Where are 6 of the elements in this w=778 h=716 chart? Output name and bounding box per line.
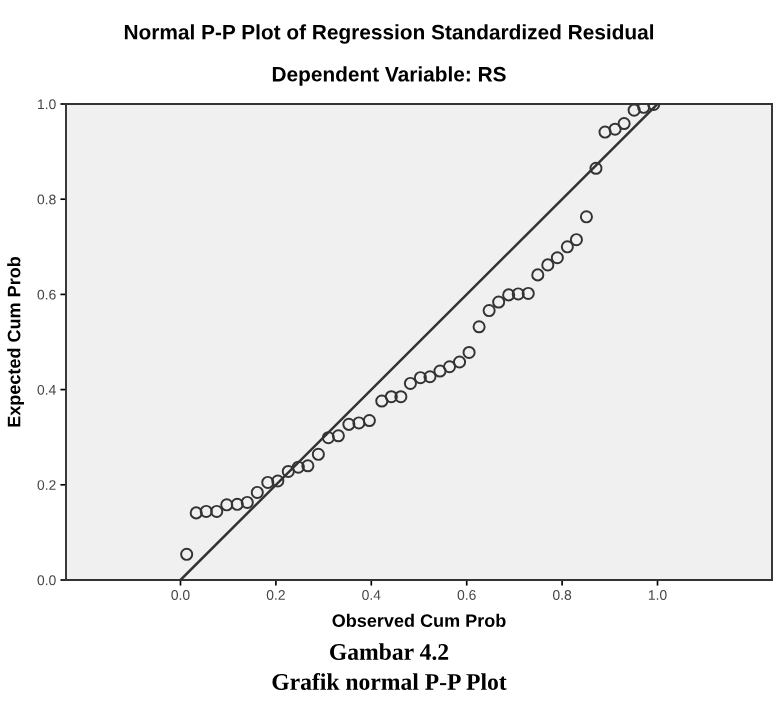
chart-title: Normal P-P Plot of Regression Standardized Residual (124, 24, 654, 44)
text: Grafik normal P-P Plot (272, 673, 507, 690)
text: Gambar 4.2 (330, 643, 449, 661)
y-axis-title: Expected Cum Prob (7, 256, 24, 427)
x-axis-title: Observed Cum Prob (332, 613, 506, 628)
chart-subtitle: Dependent Variable: RS (272, 66, 506, 86)
